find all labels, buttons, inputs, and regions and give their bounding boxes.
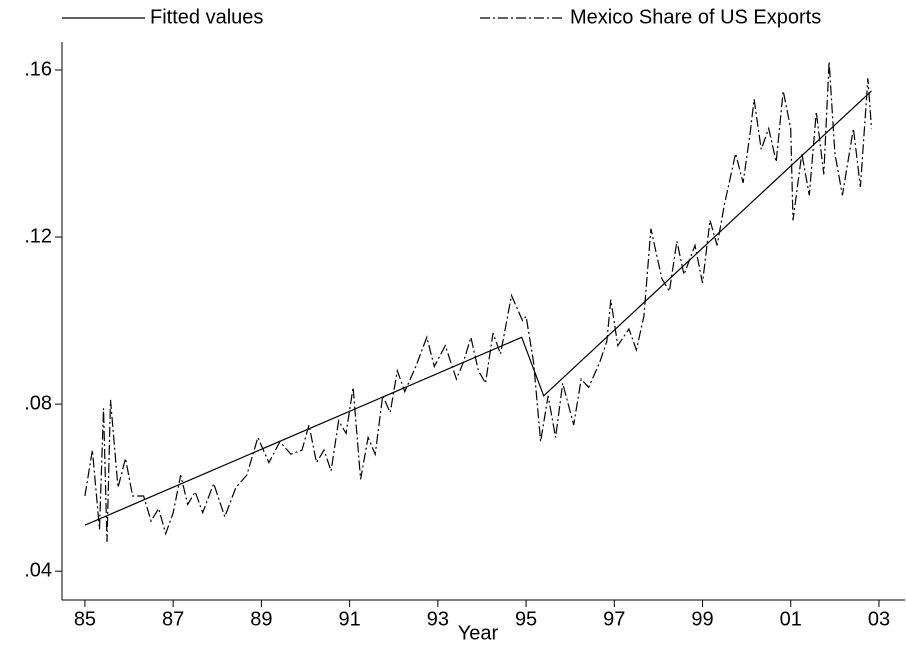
x-tick-label: 01	[780, 608, 802, 630]
x-tick-label: 99	[691, 608, 713, 630]
x-tick-label: 95	[515, 608, 537, 630]
series-line	[84, 61, 873, 542]
x-axis-title: Year	[458, 622, 499, 644]
y-tick-label: .04	[24, 559, 52, 581]
x-tick-label: 03	[868, 608, 890, 630]
x-tick-label: 89	[250, 608, 272, 630]
legend-label: Mexico Share of US Exports	[570, 6, 821, 28]
x-tick-label: 91	[338, 608, 360, 630]
y-tick-label: .12	[24, 225, 52, 247]
legend-label: Fitted values	[150, 6, 263, 28]
y-tick-label: .08	[24, 392, 52, 414]
x-tick-label: 97	[603, 608, 625, 630]
x-tick-label: 93	[427, 608, 449, 630]
series-line	[84, 90, 872, 526]
x-tick-label: 85	[74, 608, 96, 630]
y-tick-label: .16	[24, 58, 52, 80]
x-tick-label: 87	[162, 608, 184, 630]
